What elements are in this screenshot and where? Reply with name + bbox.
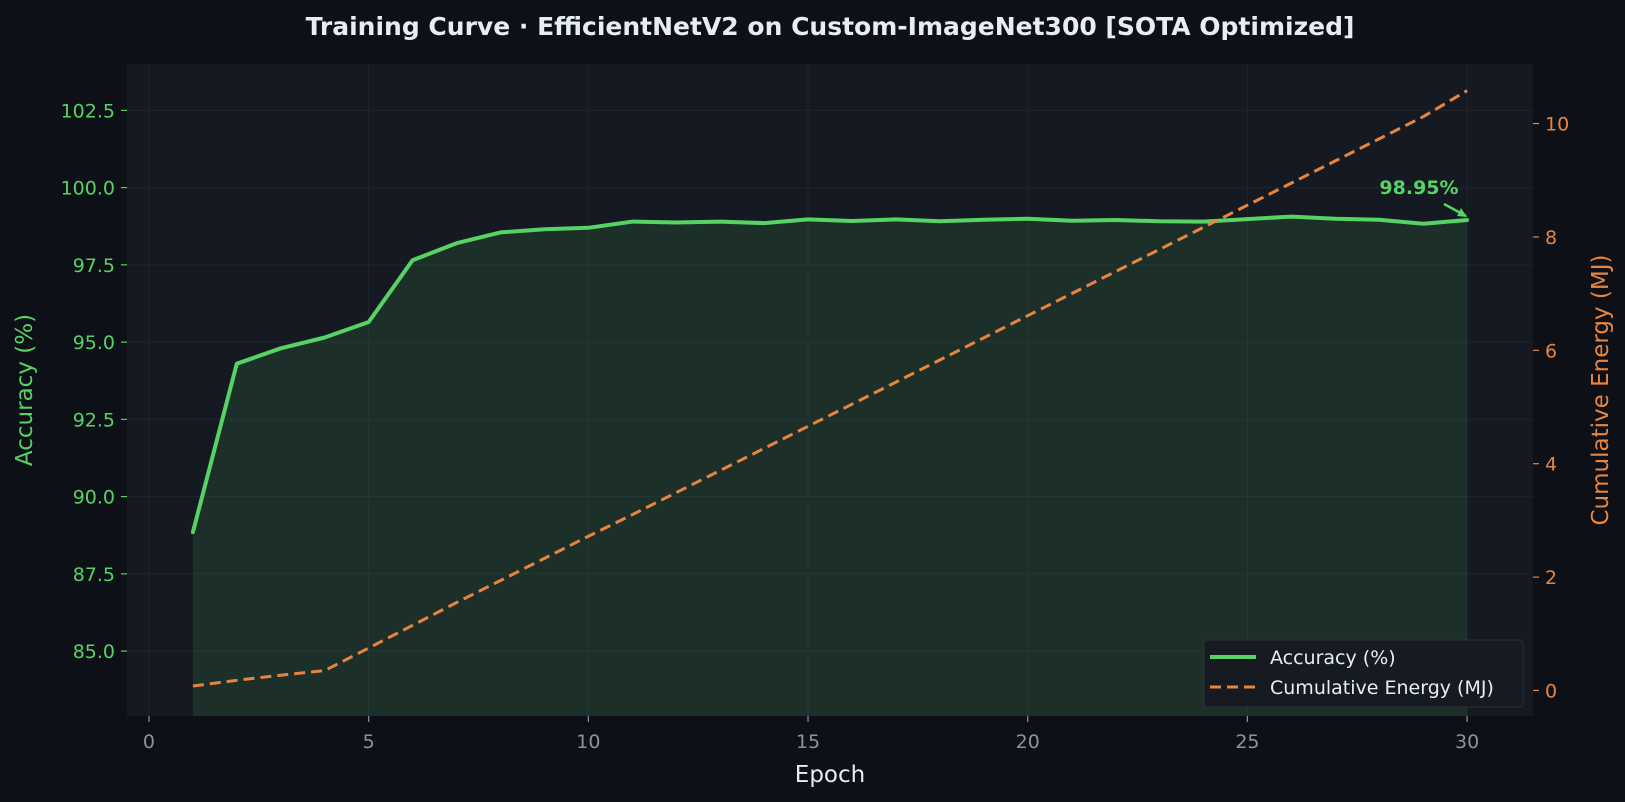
x-tick-label: 15: [796, 731, 820, 753]
y2-tick-label: 2: [1545, 567, 1557, 589]
y-tick-label: 95.0: [73, 332, 115, 354]
energy-line: [192, 89, 1468, 688]
x-tick-label: 5: [363, 731, 375, 753]
y-tick-label: 97.5: [73, 255, 115, 277]
legend-energy-label: Cumulative Energy (MJ): [1270, 677, 1494, 699]
x-tick-label: 10: [576, 731, 600, 753]
accuracy-area-fill: [192, 216, 1468, 716]
legend-box: [1203, 639, 1524, 708]
x-tick-label: 25: [1235, 731, 1259, 753]
axes-layer: 0 5 10 15 20 25 3085.087.590.092.595.097.5100.…: [61, 100, 1570, 753]
y-tick-label: 87.5: [73, 564, 115, 586]
x-axis-title: Epoch: [795, 762, 865, 788]
y2-tick-label: 4: [1545, 454, 1557, 476]
x-tick-label: 20: [1016, 731, 1040, 753]
y2-tick-label: 0: [1545, 680, 1557, 702]
x-tick-label: 0: [143, 731, 155, 753]
y2-tick-label: 10: [1545, 114, 1569, 136]
y-tick-label: 90.0: [73, 487, 115, 509]
chart-title: Training Curve · EfficientNetV2 on Custo…: [306, 12, 1355, 41]
legend-accuracy-label: Accuracy (%): [1270, 647, 1396, 669]
y2-tick-label: 8: [1545, 227, 1557, 249]
y-axis-title: Accuracy (%): [12, 314, 38, 466]
series-layer: [190, 89, 1470, 716]
peak-accuracy-annotation: 98.95%: [1379, 177, 1458, 199]
y-tick-label: 102.5: [61, 100, 115, 122]
y2-tick-label: 6: [1545, 340, 1557, 362]
legend: Accuracy (%) Cumulative Energy (MJ): [1203, 639, 1524, 708]
y-tick-label: 92.5: [73, 409, 115, 431]
plot-area: [127, 64, 1533, 716]
y2-axis-title: Cumulative Energy (MJ): [1588, 255, 1614, 526]
accuracy-line: [190, 214, 1470, 535]
annotation-arrow-head: [1457, 208, 1467, 217]
x-tick-label: 30: [1455, 731, 1479, 753]
y-tick-label: 100.0: [61, 178, 115, 200]
y-tick-label: 85.0: [73, 641, 115, 663]
annotation-layer: 98.95%: [1379, 177, 1467, 218]
